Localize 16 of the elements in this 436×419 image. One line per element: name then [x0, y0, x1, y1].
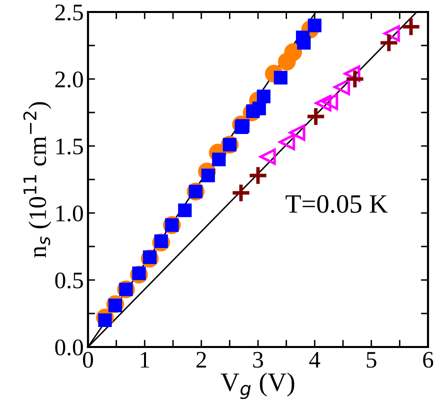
y-tick-label: 2.0: [55, 71, 83, 88]
annotation: T=0.05 K: [286, 195, 388, 214]
x-tick-label: 3: [253, 352, 263, 368]
y-tick-label: 1.0: [56, 205, 83, 222]
x-tick-label: 0: [82, 352, 94, 368]
x-tick-label: 6: [423, 352, 434, 368]
text: 0.0: [55, 339, 83, 356]
y-tick-label: 2.5: [55, 4, 83, 21]
x-axis-title: V$_{g}$ (V): [220, 372, 294, 400]
y-tick-label: 0.5: [55, 272, 83, 289]
y-tick-label: 1.5: [56, 138, 83, 155]
x-tick-label: 1: [140, 352, 150, 368]
y-axis-title: n$_{s}$ (10$^{11}$ cm$^{−2}$): [23, 102, 52, 258]
x-tick-label: 5: [366, 352, 376, 368]
x-tick-label: 4: [309, 352, 320, 368]
x-tick-label: 2: [196, 352, 206, 368]
